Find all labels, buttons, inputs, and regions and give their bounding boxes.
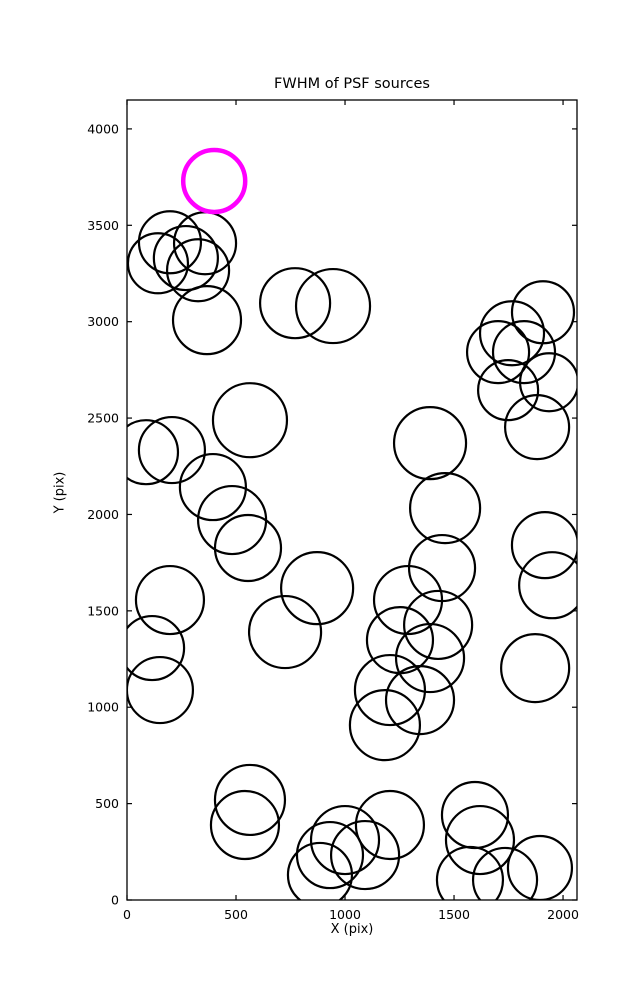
y-tick-label: 3500 — [87, 218, 119, 233]
psf-source-circle — [372, 564, 444, 636]
psf-source-circle — [477, 359, 540, 422]
psf-source-circle — [465, 320, 531, 385]
psf-source-circle — [440, 780, 510, 850]
psf-source-circle — [500, 632, 571, 704]
psf-source-circle — [506, 834, 574, 900]
psf-source-circle — [280, 550, 355, 626]
psf-source-circle — [354, 789, 426, 861]
psf-source-circle — [353, 653, 427, 727]
psf-source-circle — [392, 406, 468, 481]
psf-source-circle — [127, 614, 186, 682]
psf-source-circle — [211, 382, 289, 459]
psf-source-circle — [171, 285, 243, 356]
psf-source-circle — [471, 846, 539, 900]
y-tick-label: 1000 — [87, 700, 119, 715]
psf-source-circle — [152, 224, 219, 292]
psf-source-circle — [408, 471, 482, 545]
psf-source-circle — [213, 763, 287, 837]
y-tick-label: 2000 — [87, 507, 119, 522]
x-axis-label: X (pix) — [330, 922, 374, 937]
y-tick-label: 4000 — [87, 121, 119, 136]
psf-source-circle — [510, 511, 577, 580]
psf-source-circle — [504, 394, 571, 461]
psf-source-circle — [286, 841, 354, 900]
y-axis-label: Y (pix) — [52, 471, 68, 514]
psf-source-circle — [137, 210, 203, 275]
psf-source-circle — [348, 689, 422, 762]
psf-source-circle — [178, 452, 248, 522]
x-tick-label: 1000 — [329, 907, 361, 922]
axis-ticks-group: 0 500 1000 1500 2000 0 500 1000 1500 2000 2500 3000… — [87, 100, 579, 922]
psf-source-circle — [127, 655, 195, 725]
x-tick-label: 0 — [123, 907, 131, 922]
psf-source-circle — [134, 564, 206, 636]
psf-source-circle — [294, 267, 372, 345]
y-tick-label: 500 — [95, 796, 119, 811]
psf-source-circle — [510, 280, 576, 345]
psf-source-circle — [435, 845, 505, 900]
psf-source-circle — [491, 320, 557, 385]
psf-source-circle — [213, 513, 283, 583]
psf-source-circle — [478, 300, 546, 367]
psf-source-circle — [247, 594, 323, 670]
psf-source-circle — [329, 819, 401, 891]
y-tick-label: 3000 — [87, 314, 119, 329]
psf-circles-group — [127, 147, 577, 900]
psf-source-circle — [403, 589, 474, 661]
psf-source-circle — [518, 551, 577, 620]
psf-source-circle — [444, 804, 516, 876]
psf-source-circle — [127, 232, 190, 295]
highlighted-psf-source-circle — [180, 147, 248, 215]
psf-source-circle — [295, 820, 365, 890]
x-tick-label: 500 — [224, 907, 248, 922]
chart-title: FWHM of PSF sources — [274, 76, 430, 92]
psf-source-circle — [519, 352, 577, 413]
psf-source-circle — [309, 804, 381, 876]
psf-source-circle — [209, 789, 281, 861]
axes-border — [126, 99, 578, 901]
psf-source-circle — [137, 415, 207, 485]
psf-source-circle — [394, 622, 466, 694]
psf-source-circle — [258, 267, 332, 340]
y-tick-label: 0 — [111, 893, 119, 908]
psf-source-circle — [165, 238, 231, 303]
x-tick-label: 2000 — [547, 907, 579, 922]
psf-source-circle — [384, 664, 456, 736]
y-tick-label: 2500 — [87, 411, 119, 426]
y-tick-label: 1500 — [87, 603, 119, 618]
x-tick-label: 1500 — [438, 907, 470, 922]
psf-source-circle — [127, 419, 180, 486]
